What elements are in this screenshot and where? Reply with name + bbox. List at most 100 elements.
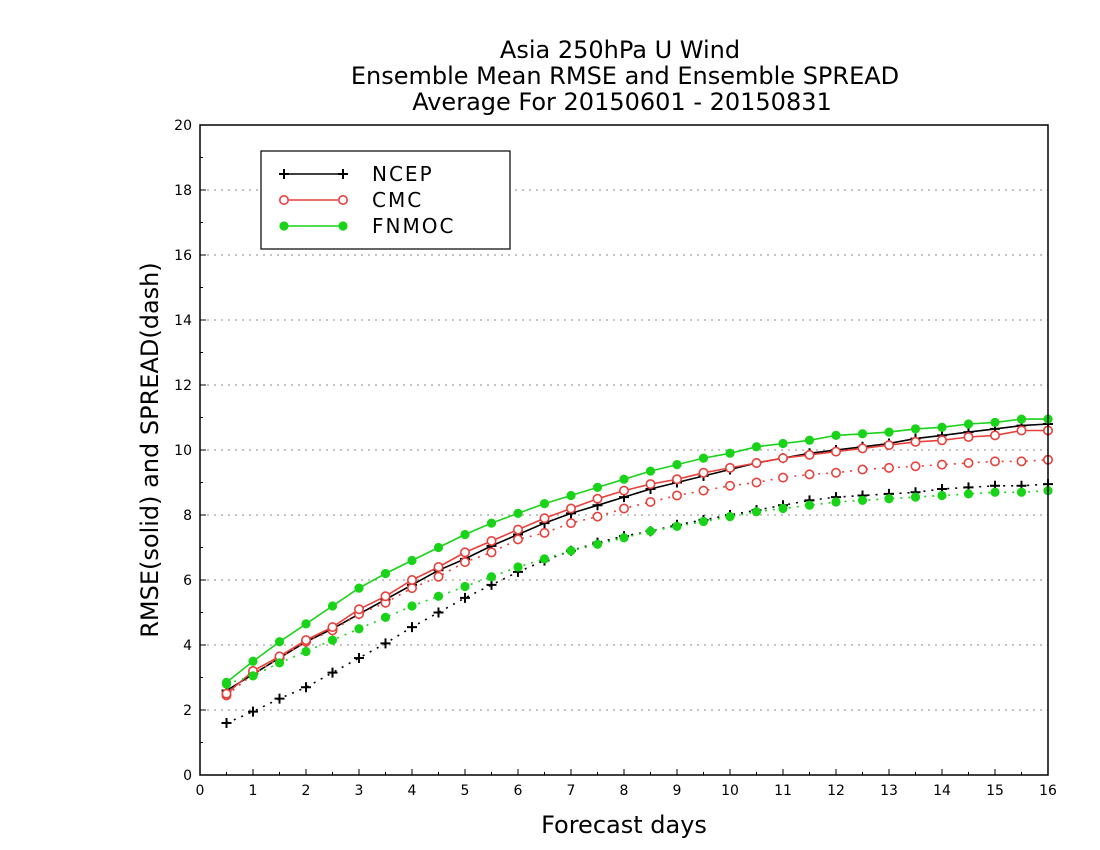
fnmoc-rmse-point <box>963 419 974 429</box>
fnmoc-rmse-point <box>831 430 841 440</box>
cmc-spread-point <box>830 467 841 478</box>
series-layer <box>221 414 1054 728</box>
legend-cmc-marker-start <box>278 195 289 206</box>
cmc-spread-point <box>857 464 868 475</box>
y-tick-label: 8 <box>183 508 192 524</box>
fnmoc-rmse-point <box>433 542 444 553</box>
x-tick-label: 0 <box>196 783 205 799</box>
x-tick-label: 10 <box>721 783 739 799</box>
fnmoc-spread-point <box>407 601 417 611</box>
fnmoc-rmse-point <box>857 429 868 439</box>
fnmoc-rmse-point <box>248 656 258 666</box>
x-tick-label: 11 <box>774 783 792 799</box>
fnmoc-spread-point <box>619 533 629 543</box>
fnmoc-rmse-line <box>226 418 1048 684</box>
fnmoc-rmse-point <box>804 435 815 445</box>
fnmoc-spread-point <box>725 512 735 522</box>
fnmoc-rmse-point <box>884 427 894 437</box>
fnmoc-rmse-point <box>380 568 391 579</box>
fnmoc-rmse-point <box>486 518 497 528</box>
fnmoc-rmse-point <box>619 474 629 484</box>
fnmoc-spread-point <box>486 572 497 582</box>
cmc-spread-line <box>226 459 1049 697</box>
cmc-rmse-point <box>724 462 735 473</box>
fnmoc-rmse-point <box>460 529 470 540</box>
cmc-spread-point <box>618 503 629 514</box>
fnmoc-rmse-point <box>301 619 311 629</box>
fnmoc-spread-point <box>778 503 788 514</box>
ncep-spread-point <box>327 667 338 678</box>
fnmoc-spread-point <box>354 624 364 634</box>
fnmoc-spread-point <box>592 539 603 549</box>
fnmoc-spread-point <box>857 495 868 505</box>
cmc-spread-point <box>751 477 762 488</box>
x-tick-label: 4 <box>408 783 417 799</box>
fnmoc-rmse-point <box>725 448 735 458</box>
legend-cmc-label: CMC <box>372 188 423 212</box>
fnmoc-spread-point <box>751 507 762 517</box>
fnmoc-rmse-point <box>910 424 921 434</box>
x-axis-title: Forecast days <box>541 811 707 839</box>
cmc-rmse-point <box>963 431 974 442</box>
fnmoc-spread-point <box>937 490 947 501</box>
chart-title-line-2: Ensemble Mean RMSE and Ensemble SPREAD <box>351 62 899 90</box>
fnmoc-spread-point <box>513 562 523 572</box>
x-tick-label: 13 <box>880 783 898 799</box>
y-tick-label: 14 <box>174 313 192 329</box>
cmc-rmse-point <box>910 436 921 447</box>
fnmoc-spread-point <box>884 494 894 504</box>
x-tick-label: 3 <box>355 783 364 799</box>
cmc-rmse-point <box>1016 425 1027 436</box>
ncep-spread-point <box>354 653 364 663</box>
legend-fnmoc-marker-end <box>338 221 348 231</box>
fnmoc-spread-point <box>539 554 550 564</box>
legend-ncep-marker-end <box>338 169 348 179</box>
fnmoc-rmse-point <box>1016 414 1027 424</box>
ncep-spread-point <box>460 592 470 603</box>
cmc-rmse-point <box>353 604 364 615</box>
cmc-rmse-point <box>327 622 338 633</box>
fnmoc-spread-point <box>990 487 1000 497</box>
x-tick-label: 15 <box>986 783 1004 799</box>
x-tick-label: 7 <box>567 783 576 799</box>
cmc-rmse-point <box>936 435 947 446</box>
fnmoc-rmse-point <box>513 508 523 518</box>
cmc-spread-point <box>539 527 550 538</box>
cmc-spread-point <box>698 485 709 496</box>
cmc-rmse-point <box>989 430 1000 441</box>
ncep-spread-line <box>226 483 1049 724</box>
cmc-rmse-point <box>671 474 682 485</box>
fnmoc-spread-point <box>645 526 656 536</box>
ncep-rmse-line <box>226 423 1049 692</box>
cmc-spread-point <box>724 480 735 491</box>
fnmoc-rmse-point <box>645 466 656 476</box>
fnmoc-rmse-point <box>778 438 788 449</box>
y-tick-label: 2 <box>183 703 192 719</box>
cmc-spread-point <box>486 547 497 558</box>
fnmoc-rmse-point <box>672 460 682 470</box>
fnmoc-rmse-point <box>566 490 576 501</box>
x-tick-label: 12 <box>827 783 845 799</box>
fnmoc-spread-point <box>910 492 921 502</box>
fnmoc-spread-point <box>327 635 338 645</box>
cmc-rmse-point <box>300 635 311 646</box>
cmc-spread-point <box>671 490 682 501</box>
cmc-rmse-point <box>592 493 603 504</box>
cmc-rmse-point <box>486 535 497 546</box>
fnmoc-spread-line <box>226 489 1049 685</box>
chart-title-line-1: Asia 250hPa U Wind <box>500 36 740 64</box>
ncep-spread-point <box>486 579 497 590</box>
cmc-spread-point <box>1016 456 1027 467</box>
x-tick-label: 5 <box>461 783 470 799</box>
y-tick-label: 10 <box>174 443 192 459</box>
cmc-rmse-point <box>221 688 232 699</box>
cmc-spread-point <box>406 583 417 594</box>
cmc-spread-point <box>936 459 947 470</box>
fnmoc-spread-point <box>433 591 444 601</box>
ncep-spread-point <box>433 607 444 618</box>
axis-ticks: 0 1 2 3 4 5 6 7 8 9 10 11 12 13 14 15 160246810121416182… <box>174 118 1057 799</box>
x-tick-label: 9 <box>673 783 682 799</box>
fnmoc-spread-point <box>301 646 311 657</box>
fnmoc-spread-point <box>804 500 815 510</box>
